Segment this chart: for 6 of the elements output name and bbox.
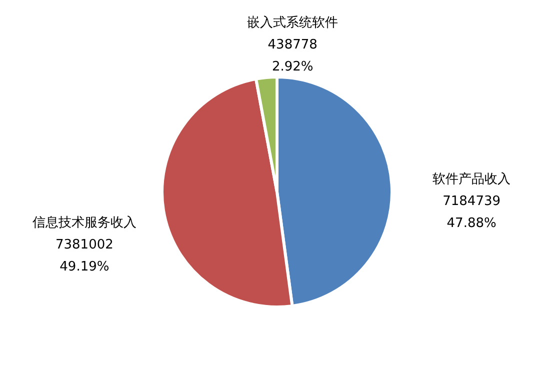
slice-label: 软件产品收入	[432, 172, 511, 188]
slice-label: 信息技术服务收入	[32, 216, 136, 231]
data-label: 438778 2.92%	[268, 38, 318, 75]
data-label: 7381002 49.19%	[55, 238, 114, 275]
slice-label: 嵌入式系统软件	[247, 16, 338, 31]
data-label: 7184739 47.88%	[442, 194, 501, 232]
